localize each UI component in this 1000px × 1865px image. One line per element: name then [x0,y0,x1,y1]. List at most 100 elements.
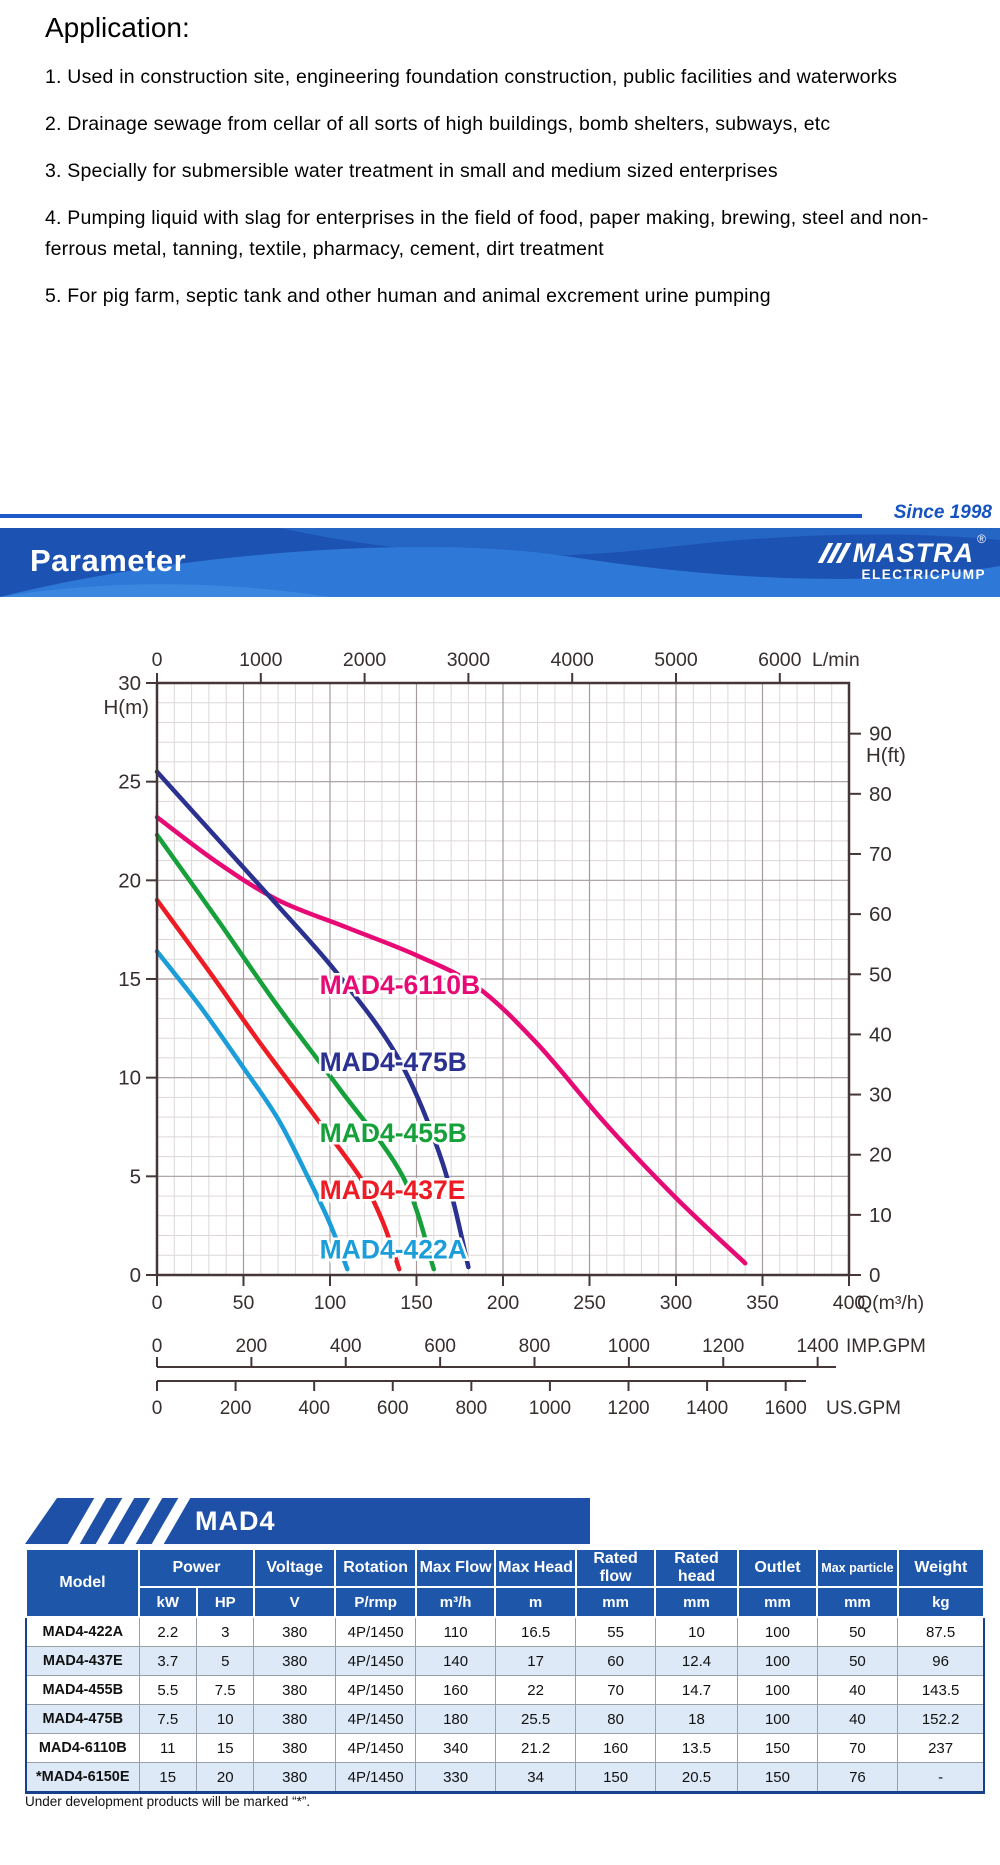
curve-MAD4-455B [154,832,437,1272]
axis-title-hft: H(ft) [866,744,906,767]
curve-label-MAD4-6110B: MAD4-6110B [320,970,481,1000]
axis-title-hm: H(m) [103,696,149,719]
cell-value: 3 [195,1616,255,1647]
unit-hp: HP [195,1586,255,1618]
axis-tick-label: 30 [869,1084,892,1107]
axis-imp-gpm: 0 200 400 600 800 1000 1200 1400 IMP.GPM [152,1336,926,1368]
axis-tick-label: 5 [130,1165,141,1188]
table-row: MAD4-475B 7.5 10 380 4P/1450 180 25.5 80 18 100 40… [25,1704,985,1734]
cell-value: 2.2 [138,1616,198,1647]
cell-value: 10 [654,1616,739,1647]
curve-MAD4-437E [154,897,402,1272]
col-weight: Weight [896,1548,986,1588]
application-item: 2. Drainage sewage from cellar of all so… [45,113,831,135]
col-model: Model [24,1548,141,1618]
axis-tick-label: 1000 [529,1398,571,1419]
unit-rated-flow: mm [574,1586,657,1618]
col-power: Power [138,1548,255,1588]
unit-max-flow: m³/h [414,1586,497,1618]
col-voltage: Voltage [252,1548,337,1588]
cell-value: 15 [195,1733,255,1763]
axis-tick-label: 0 [869,1264,880,1287]
axis-tick-label: 25 [118,771,141,794]
axis-tick-label: 70 [869,843,892,866]
cell-value: 15 [138,1762,198,1793]
axis-tick-label: 1600 [765,1398,807,1419]
axis-us-gpm: 0 200 400 600 800 1000 1200 1400 1600 US.GPM [152,1380,901,1419]
unit-max-head: m [494,1586,577,1618]
axis-tick-label: 150 [400,1292,433,1314]
axis-tick-label: 200 [487,1292,520,1314]
axis-tick-label: 200 [236,1336,268,1357]
cell-value: 7.5 [138,1704,198,1734]
cell-value: 11 [138,1733,198,1763]
axis-left-hm: 0 5 10 15 20 25 30H(m) [103,672,157,1287]
axis-tick-label: 1000 [608,1336,650,1357]
cell-value: 18 [654,1704,739,1734]
axis-title-lmin: L/min [812,649,860,671]
cell-value: 143.5 [897,1675,985,1705]
cell-value: 380 [253,1675,336,1705]
cell-value: 5 [195,1646,255,1676]
axis-tick-label: 6000 [758,649,802,671]
application-list: 1. Used in construction site, engineerin… [45,62,945,312]
cell-value: 4P/1450 [334,1704,417,1734]
curve-MAD4-422A [154,949,350,1272]
cell-value: 4P/1450 [334,1646,417,1676]
application-item: 5. For pig farm, septic tank and other h… [45,285,771,307]
axis-tick-label: 1200 [607,1398,649,1419]
cell-value: 380 [253,1616,336,1647]
registered-mark: ® [977,532,986,546]
cell-value: 140 [415,1646,496,1676]
cell-value: 160 [575,1733,656,1763]
axis-tick-label: 800 [455,1398,487,1419]
axis-tick-label: 800 [519,1336,551,1357]
cell-value: 40 [816,1704,899,1734]
axis-tick-label: 600 [424,1336,456,1357]
pump-curves-svg: MAD4-6110B MAD4-475B MAD4-455B MAD4-437E MAD… [103,649,926,1419]
cell-value: 380 [253,1733,336,1763]
cell-model: *MAD4-6150E [25,1762,140,1793]
cell-value: 340 [415,1733,496,1763]
table-row: MAD4-437E 3.7 5 380 4P/1450 140 17 60 12.4 100 50 9… [25,1646,985,1676]
parameter-banner: Parameter MASTRA ® ELECTRICPUMP [0,528,1000,597]
axis-title-imp: IMP.GPM [846,1336,926,1357]
cell-value: 80 [575,1704,656,1734]
axis-title-us: US.GPM [826,1398,901,1419]
cell-value: 5.5 [138,1675,198,1705]
cell-value: 55 [575,1616,656,1647]
banner-wave-background [0,528,1000,597]
cell-value: 150 [737,1733,818,1763]
section-title: Parameter [30,543,187,578]
table-row: MAD4-455B 5.5 7.5 380 4P/1450 160 22 70 14.7 100 4… [25,1675,985,1705]
axis-tick-label: 1000 [239,649,283,671]
application-item: 1. Used in construction site, engineerin… [45,66,898,88]
axis-title-q: Q(m³/h) [857,1292,924,1314]
cell-value: 16.5 [494,1616,577,1647]
cell-value: 12.4 [654,1646,739,1676]
axis-tick-label: 30 [118,672,141,695]
cell-value: 20 [195,1762,255,1793]
unit-rated-head: mm [654,1586,739,1618]
col-max-head: Max Head [494,1548,577,1588]
table-row: MAD4-6110B 11 15 380 4P/1450 340 21.2 160 13.5 15… [25,1733,985,1763]
cell-value: 50 [816,1616,899,1647]
cell-model: MAD4-422A [25,1616,140,1647]
cell-value: 237 [897,1733,985,1763]
brand-stripes-icon [817,543,851,563]
col-max-flow: Max Flow [414,1548,497,1588]
brand-subtitle: ELECTRICPUMP [861,567,986,582]
curve-label-MAD4-437E: MAD4-437E [320,1175,466,1205]
unit-kw: kW [138,1586,198,1618]
axis-tick-label: 20 [118,869,141,892]
cell-value: 4P/1450 [334,1675,417,1705]
curve-label-MAD4-455B: MAD4-455B [320,1118,467,1148]
cell-model: MAD4-475B [25,1704,140,1734]
cell-value: 380 [253,1704,336,1734]
axis-tick-label: 20 [869,1144,892,1167]
since-label: Since 1998 [893,502,992,523]
axis-tick-label: 0 [152,1398,163,1419]
curve-MAD4-6110B [154,814,748,1266]
series-title: MAD4 [195,1506,276,1536]
cell-value: 87.5 [897,1616,985,1647]
